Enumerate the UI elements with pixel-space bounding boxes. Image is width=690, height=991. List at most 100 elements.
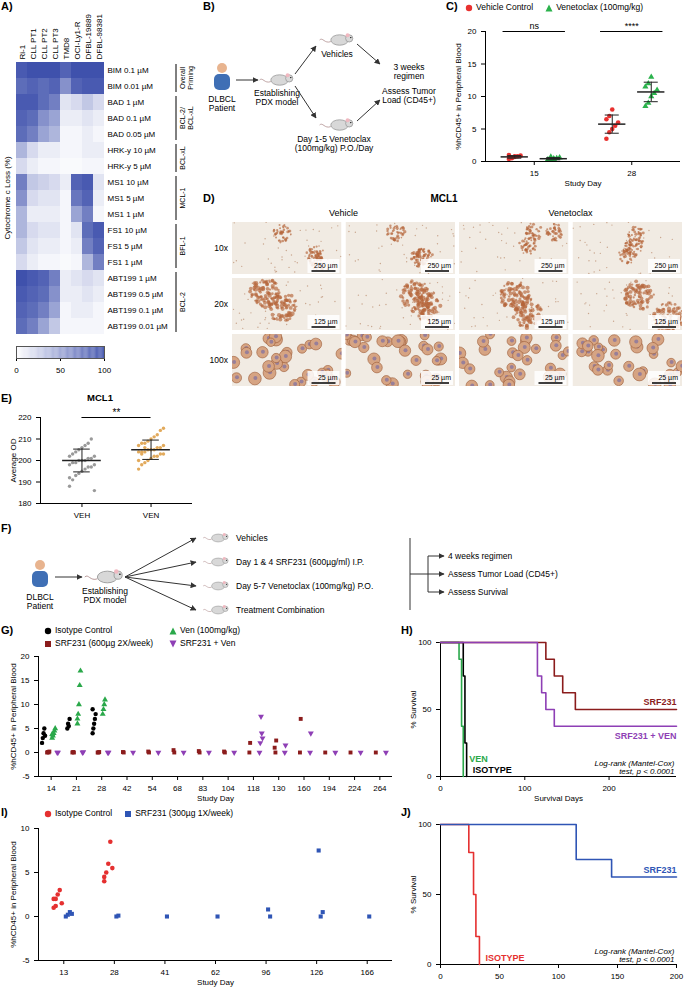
svg-text:-5: -5: [22, 956, 30, 965]
svg-text:20x: 20x: [214, 299, 228, 309]
svg-text:10: 10: [468, 92, 477, 101]
svg-text:166: 166: [361, 968, 375, 977]
svg-text:ABT199 1 µM: ABT199 1 µM: [108, 274, 157, 283]
svg-text:Venetoclax: Venetoclax: [548, 208, 593, 218]
svg-text:41: 41: [160, 968, 169, 977]
svg-text:****: ****: [625, 21, 640, 31]
svg-text:%hCD45+ in Peripheral Blood: %hCD45+ in Peripheral Blood: [454, 43, 463, 150]
svg-text:Overall: Overall: [179, 66, 186, 89]
svg-text:MCL1: MCL1: [430, 193, 458, 204]
svg-text:150: 150: [611, 972, 625, 981]
svg-text:0: 0: [472, 157, 477, 166]
svg-text:ISOTYPE: ISOTYPE: [473, 765, 512, 775]
svg-text:250 µm: 250 µm: [428, 262, 452, 270]
svg-text:200: 200: [602, 784, 616, 793]
svg-text:Assess Survival: Assess Survival: [448, 587, 508, 597]
svg-text:250 µm: 250 µm: [541, 262, 565, 270]
svg-text:5: 5: [25, 724, 30, 733]
svg-text:125 µm: 125 µm: [541, 318, 565, 326]
svg-text:Day 1 & 4 SRF231 (600µg/ml) I.: Day 1 & 4 SRF231 (600µg/ml) I.P.: [236, 557, 364, 567]
svg-text:Day 1-5 Venetoclax(100mg/kg) P: Day 1-5 Venetoclax(100mg/kg) P.O./Day: [295, 134, 374, 153]
svg-text:28: 28: [627, 169, 636, 178]
svg-text:100x: 100x: [210, 355, 229, 365]
svg-text:%hCD45+ in Peripheral Blood: %hCD45+ in Peripheral Blood: [9, 663, 18, 770]
svg-text:5: 5: [472, 125, 477, 134]
svg-text:264: 264: [373, 784, 387, 793]
svg-text:ABT199 0.1 µM: ABT199 0.1 µM: [108, 306, 164, 315]
svg-text:Log-rank (Mantel-Cox)test, p <: Log-rank (Mantel-Cox)test, p < 0.0001: [594, 759, 674, 776]
svg-text:15: 15: [530, 169, 539, 178]
svg-text:10x: 10x: [214, 243, 228, 253]
svg-text:130: 130: [272, 784, 286, 793]
svg-text:224: 224: [348, 784, 362, 793]
svg-text:0: 0: [25, 912, 30, 921]
svg-text:OCI-Ly1-R: OCI-Ly1-R: [73, 21, 82, 59]
svg-text:ISOTYPE: ISOTYPE: [485, 953, 524, 963]
svg-text:0: 0: [427, 960, 432, 969]
svg-text:125 µm: 125 µm: [655, 318, 679, 326]
svg-text:20: 20: [21, 652, 30, 661]
svg-text:Assess Tumor Load (CD45+): Assess Tumor Load (CD45+): [448, 569, 558, 579]
svg-text:62: 62: [211, 968, 220, 977]
svg-text:50: 50: [423, 705, 432, 714]
svg-text:54: 54: [148, 784, 157, 793]
svg-text:VEN: VEN: [469, 754, 488, 764]
svg-text:0: 0: [438, 784, 443, 793]
svg-text:% Survival: % Survival: [409, 875, 418, 913]
svg-text:MS1 5 µM: MS1 5 µM: [108, 194, 145, 203]
svg-text:13: 13: [59, 968, 68, 977]
svg-text:EstablishingPDX model: EstablishingPDX model: [254, 88, 300, 107]
svg-text:Study Day: Study Day: [565, 179, 602, 188]
svg-text:50: 50: [423, 890, 432, 899]
svg-text:MS1 10 µM: MS1 10 µM: [108, 178, 149, 187]
svg-text:SRF231: SRF231: [643, 697, 676, 707]
svg-text:96: 96: [262, 968, 271, 977]
svg-text:%hCD45+ in Peripheral Blood: %hCD45+ in Peripheral Blood: [9, 841, 18, 948]
svg-text:-5: -5: [22, 772, 30, 781]
svg-text:100: 100: [98, 366, 112, 374]
svg-text:MCL-1: MCL-1: [179, 187, 186, 208]
svg-text:Day 5-7 Venetoclax (100mg/kg): Day 5-7 Venetoclax (100mg/kg) P.O.: [236, 581, 373, 591]
svg-text:25 µm: 25 µm: [658, 374, 678, 382]
svg-text:28: 28: [110, 968, 119, 977]
svg-text:BFL-1: BFL-1: [179, 236, 186, 255]
svg-text:MS1 1 µM: MS1 1 µM: [108, 210, 145, 219]
svg-text:0: 0: [25, 748, 30, 757]
svg-text:21: 21: [72, 784, 81, 793]
svg-text:DFBL-98381: DFBL-98381: [95, 14, 104, 60]
svg-text:100: 100: [552, 972, 566, 981]
svg-text:HRK-y 10 µM: HRK-y 10 µM: [108, 146, 157, 155]
svg-text:VEH: VEH: [74, 511, 91, 519]
svg-text:118: 118: [247, 784, 260, 793]
svg-text:20: 20: [468, 27, 477, 36]
svg-text:126: 126: [310, 968, 324, 977]
svg-text:10: 10: [21, 700, 30, 709]
svg-text:Average OD: Average OD: [9, 438, 18, 482]
svg-text:100: 100: [518, 784, 532, 793]
svg-text:200: 200: [670, 972, 684, 981]
svg-text:25 µm: 25 µm: [318, 374, 338, 382]
svg-text:BCL-xL: BCL-xL: [187, 106, 194, 129]
svg-text:0: 0: [438, 972, 443, 981]
svg-text:180: 180: [18, 499, 32, 508]
svg-text:194: 194: [323, 784, 337, 793]
svg-text:28: 28: [97, 784, 106, 793]
svg-text:200: 200: [18, 456, 32, 465]
svg-text:ns: ns: [529, 21, 539, 31]
svg-text:25 µm: 25 µm: [431, 374, 451, 382]
svg-text:50: 50: [495, 972, 504, 981]
svg-text:Cytochrome c Loss (%): Cytochrome c Loss (%): [3, 156, 12, 239]
svg-text:Priming: Priming: [187, 66, 195, 90]
svg-text:ABT199 0.01 µM: ABT199 0.01 µM: [108, 322, 169, 331]
svg-text:Study Day: Study Day: [197, 794, 234, 803]
svg-text:FS1 1 µM: FS1 1 µM: [108, 258, 143, 267]
svg-text:14: 14: [47, 784, 56, 793]
svg-text:BCL-2/: BCL-2/: [179, 107, 186, 129]
svg-text:125 µm: 125 µm: [314, 318, 338, 326]
svg-text:DLBCLPatient: DLBCLPatient: [208, 94, 236, 113]
svg-text:EstablishingPDX model: EstablishingPDX model: [82, 586, 128, 605]
svg-text:0: 0: [14, 366, 19, 374]
svg-text:FS1 10 µM: FS1 10 µM: [108, 226, 148, 235]
svg-text:BAD 0.1 µM: BAD 0.1 µM: [108, 114, 152, 123]
svg-text:Vehicles: Vehicles: [236, 533, 268, 543]
